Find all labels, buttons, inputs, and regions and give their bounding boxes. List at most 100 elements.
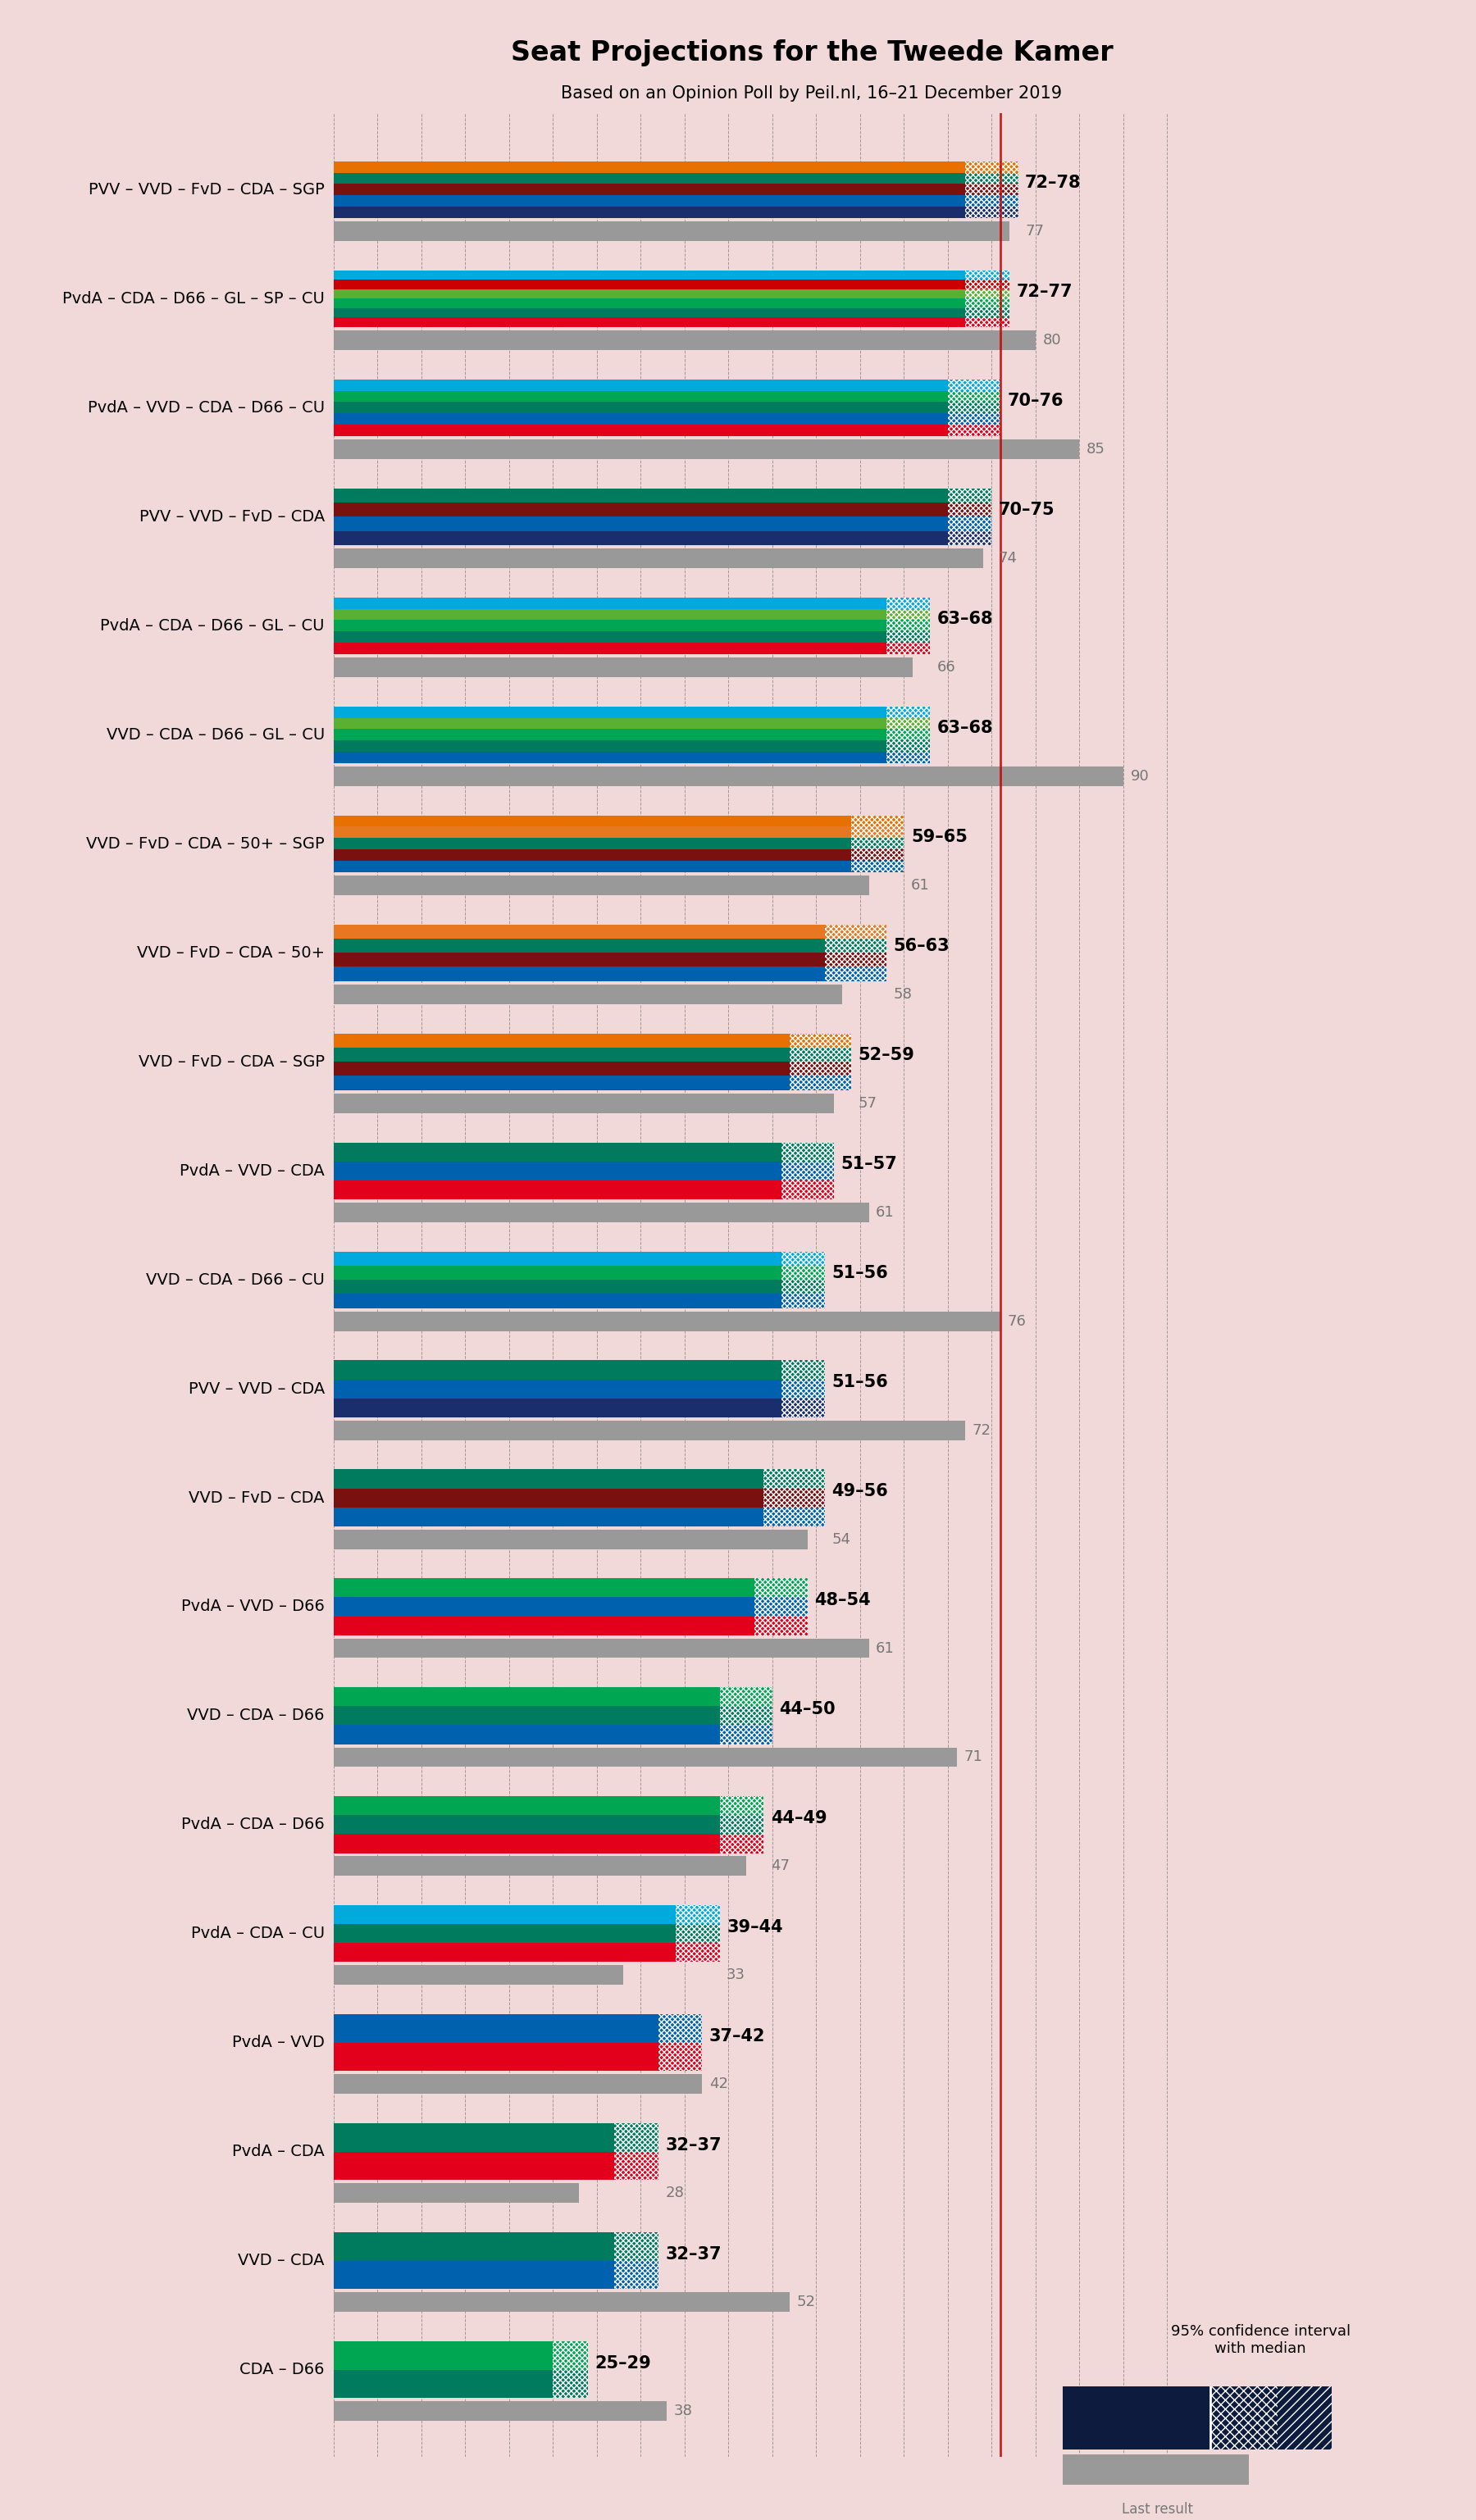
Bar (334, 1142, 781, 1162)
Bar (614, 2233, 658, 2260)
Bar (334, 839, 852, 849)
Bar (334, 1310, 1001, 1331)
Text: PvdA – CDA – CU: PvdA – CDA – CU (190, 1925, 325, 1940)
Text: 52–59: 52–59 (859, 1046, 915, 1063)
Bar (720, 1706, 772, 1726)
Bar (334, 1252, 781, 1265)
Bar (334, 1746, 956, 1767)
Bar (334, 643, 887, 655)
Bar (334, 330, 1036, 350)
Bar (852, 816, 903, 827)
Bar (948, 489, 992, 501)
Bar (676, 1943, 720, 1963)
Bar (334, 1925, 676, 1943)
Bar (781, 1142, 834, 1200)
Bar (887, 718, 930, 728)
Bar (334, 2124, 614, 2152)
Bar (781, 1280, 825, 1293)
Text: PvdA – CDA – D66: PvdA – CDA – D66 (182, 1817, 325, 1832)
Bar (334, 1598, 754, 1615)
Bar (554, 2341, 587, 2399)
Bar (614, 2233, 658, 2288)
Bar (334, 610, 887, 620)
Bar (781, 1142, 834, 1162)
Bar (1278, 2386, 1331, 2449)
Bar (754, 1578, 807, 1598)
Bar (781, 1361, 825, 1416)
Bar (334, 1048, 790, 1061)
Bar (754, 1578, 807, 1635)
Text: 52: 52 (797, 2296, 816, 2311)
Bar (887, 620, 930, 633)
Bar (965, 280, 1010, 290)
Bar (658, 2013, 703, 2071)
Text: 77: 77 (1024, 224, 1044, 239)
Bar (334, 1421, 965, 1439)
Bar (334, 549, 983, 567)
Bar (614, 2152, 658, 2180)
Bar (334, 1280, 781, 1293)
Text: 72–77: 72–77 (1017, 285, 1073, 300)
Bar (790, 1033, 852, 1048)
Bar (334, 2182, 579, 2202)
Text: VVD – FvD – CDA – 50+ – SGP: VVD – FvD – CDA – 50+ – SGP (87, 837, 325, 852)
Bar (887, 706, 930, 764)
Text: VVD – CDA – D66 – GL – CU: VVD – CDA – D66 – GL – CU (106, 726, 325, 743)
Text: 33: 33 (726, 1968, 745, 1983)
Text: 51–56: 51–56 (832, 1373, 889, 1391)
Bar (334, 718, 887, 728)
Bar (334, 1265, 781, 1280)
Bar (614, 2124, 658, 2180)
Bar (334, 1905, 676, 1925)
Bar (676, 1905, 720, 1925)
Bar (334, 184, 965, 197)
Bar (334, 270, 965, 280)
Bar (948, 403, 1001, 413)
Bar (334, 1094, 834, 1114)
Text: 44–50: 44–50 (779, 1701, 835, 1719)
Bar (781, 1252, 825, 1308)
Text: 47: 47 (770, 1860, 790, 1872)
Bar (887, 728, 930, 741)
Bar (948, 413, 1001, 426)
Bar (334, 1943, 676, 1963)
Bar (763, 1469, 825, 1489)
Bar (334, 741, 887, 751)
Bar (334, 1399, 781, 1416)
Bar (781, 1265, 825, 1280)
Text: 85: 85 (1086, 441, 1106, 456)
Bar (334, 1061, 790, 1076)
Bar (334, 2293, 790, 2311)
Bar (1210, 2386, 1278, 2449)
Bar (614, 2124, 658, 2152)
Bar (334, 1857, 745, 1875)
Text: Based on an Opinion Poll by Peil.nl, 16–21 December 2019: Based on an Opinion Poll by Peil.nl, 16–… (561, 86, 1063, 101)
Bar (334, 597, 887, 610)
Bar (965, 270, 1010, 280)
Bar (781, 1293, 825, 1308)
Text: 42: 42 (708, 2076, 728, 2092)
Bar (948, 489, 992, 544)
Bar (790, 1061, 852, 1076)
Bar (334, 2341, 554, 2369)
Bar (334, 1489, 763, 1507)
Bar (334, 1835, 720, 1852)
Bar (676, 1905, 720, 1963)
Text: VVD – FvD – CDA – SGP: VVD – FvD – CDA – SGP (139, 1053, 325, 1068)
Bar (790, 1033, 852, 1091)
Bar (790, 1076, 852, 1091)
Bar (965, 161, 1018, 219)
Text: PvdA – VVD: PvdA – VVD (232, 2036, 325, 2051)
Text: 72–78: 72–78 (1024, 174, 1082, 192)
Text: 61: 61 (875, 1641, 894, 1656)
Text: 95% confidence interval
with median: 95% confidence interval with median (1170, 2323, 1351, 2356)
Text: 72: 72 (973, 1424, 992, 1436)
Bar (965, 197, 1018, 207)
Text: PvdA – CDA – D66 – GL – SP – CU: PvdA – CDA – D66 – GL – SP – CU (62, 290, 325, 307)
Text: 63–68: 63–68 (937, 721, 993, 736)
Bar (334, 728, 887, 741)
Bar (781, 1378, 825, 1399)
Bar (965, 270, 1010, 328)
Bar (334, 1076, 790, 1091)
Bar (614, 2260, 658, 2288)
